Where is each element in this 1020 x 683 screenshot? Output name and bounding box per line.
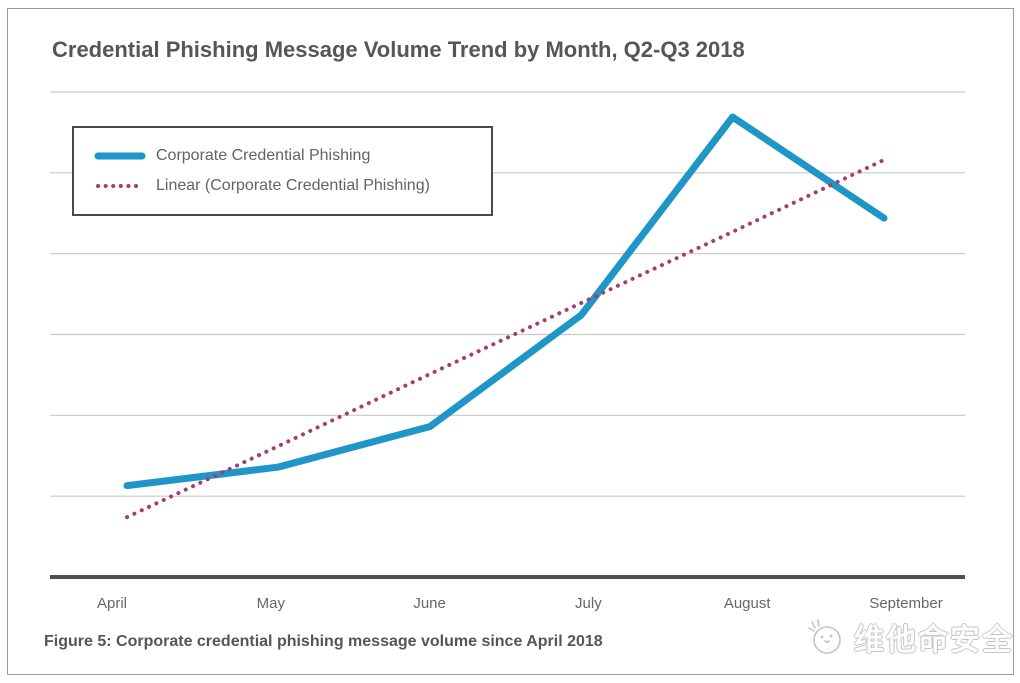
x-axis-label: June [413,595,446,612]
dotted-line-sample-icon [96,184,144,188]
x-axis-label: May [256,595,285,612]
x-axis-label: July [575,595,602,612]
legend-label: Linear (Corporate Credential Phishing) [156,177,430,194]
chick-logo-icon [808,619,841,654]
x-axis-label: April [96,595,128,612]
chart-title: Credential Phishing Message Volume Trend… [52,37,745,62]
x-axis-label: September [869,595,943,612]
legend-item-corporate-credential-phishing: Corporate Credential Phishing [94,147,491,164]
chart-legend: Corporate Credential Phishing Linear (Co… [72,126,493,216]
legend-item-linear-trendline: Linear (Corporate Credential Phishing) [94,177,491,194]
phishing-volume-series [123,113,888,490]
legend-label: Corporate Credential Phishing [156,147,371,164]
x-axis-labels: April May June July August September [0,595,1020,615]
figure-caption: Figure 5: Corporate credential phishing … [44,633,603,650]
watermark: 维他命安全 [802,614,1014,660]
watermark-text: 维他命安全 [854,624,1014,657]
figure-border [7,8,1014,675]
solid-line-sample-icon [94,152,146,160]
x-axis-label: August [723,595,771,612]
trendline-series [125,157,886,520]
